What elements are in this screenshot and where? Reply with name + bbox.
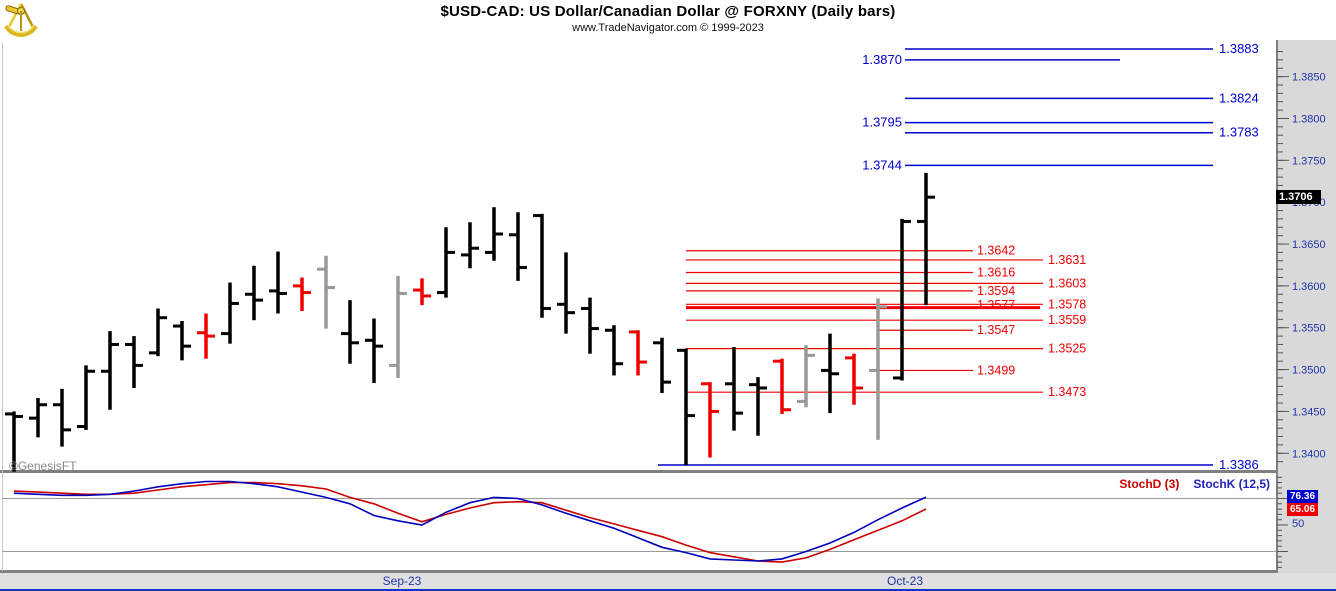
- genesis-watermark: ©GenesisFT: [9, 459, 77, 473]
- sr-levels-blue[interactable]: 1.3883 1.3870 1.3824 1.3795 1.3783 1.3744 1.33…: [658, 41, 1259, 472]
- svg-text:1.3642: 1.3642: [977, 244, 1015, 258]
- stoch-d-value-badge: 65.06: [1287, 503, 1318, 516]
- panel-borders: [0, 40, 1278, 573]
- stoch-d-label[interactable]: StochD (3): [1119, 477, 1180, 491]
- svg-text:1.3499: 1.3499: [977, 363, 1015, 377]
- svg-text:1.3603: 1.3603: [1048, 276, 1086, 290]
- price-axis-ticks: 1.38501.38001.37501.37001.36501.36001.35…: [1277, 51, 1326, 463]
- price-axis-strip[interactable]: [1278, 40, 1336, 573]
- svg-text:1.3450: 1.3450: [1292, 406, 1326, 418]
- window-bottom-border: [0, 589, 1336, 591]
- svg-text:1.3500: 1.3500: [1292, 365, 1326, 377]
- svg-text:1.3525: 1.3525: [1048, 342, 1086, 356]
- svg-text:1.3473: 1.3473: [1048, 385, 1086, 399]
- svg-text:1.3550: 1.3550: [1292, 323, 1326, 335]
- genesis-sextant-logo-icon[interactable]: [2, 1, 40, 39]
- stoch-d-line: [13, 481, 927, 563]
- current-price-badge: 1.3706: [1276, 190, 1321, 204]
- svg-text:Sep-23: Sep-23: [383, 574, 422, 588]
- svg-text:1.3594: 1.3594: [977, 284, 1015, 298]
- svg-text:1.3386: 1.3386: [1219, 457, 1259, 472]
- svg-text:1.3850: 1.3850: [1292, 72, 1326, 84]
- date-axis-strip[interactable]: [0, 573, 1336, 591]
- svg-text:1.3577: 1.3577: [977, 298, 1015, 312]
- svg-text:1.3800: 1.3800: [1292, 113, 1326, 125]
- sr-levels-red[interactable]: 1.3642 1.3631 1.3616 1.3603 1.3594 1.3578 1.35…: [686, 244, 1086, 399]
- svg-text:1.3616: 1.3616: [977, 265, 1015, 279]
- svg-text:1.3870: 1.3870: [862, 52, 902, 67]
- stoch-k-value-badge: 76.36: [1287, 490, 1318, 503]
- svg-text:1.3824: 1.3824: [1219, 90, 1259, 105]
- svg-text:1.3795: 1.3795: [862, 115, 902, 130]
- svg-text:1.3547: 1.3547: [977, 323, 1015, 337]
- stoch-mid-label: 50: [1292, 518, 1305, 530]
- svg-text:1.3600: 1.3600: [1292, 281, 1326, 293]
- chart-subtitle: www.TradeNavigator.com © 1999-2023: [572, 22, 764, 34]
- stoch-k-line: [13, 480, 927, 562]
- chart-title: $USD-CAD: US Dollar/Canadian Dollar @ FO…: [440, 3, 896, 20]
- stoch-curves: [13, 480, 927, 563]
- svg-text:1.3559: 1.3559: [1048, 313, 1086, 327]
- svg-text:1.3578: 1.3578: [1048, 297, 1086, 311]
- stoch-k-label[interactable]: StochK (12,5): [1193, 477, 1270, 491]
- date-labels: Sep-23 Oct-23: [383, 574, 924, 588]
- svg-text:1.3750: 1.3750: [1292, 155, 1326, 167]
- ohlc-bars[interactable]: [5, 172, 935, 472]
- svg-text:1.3650: 1.3650: [1292, 239, 1326, 251]
- svg-text:1.3744: 1.3744: [862, 157, 902, 172]
- stoch-axis-ticks: [1277, 476, 1288, 568]
- svg-text:1.3883: 1.3883: [1219, 41, 1259, 56]
- stoch-gridlines: [2, 498, 1276, 552]
- svg-text:Oct-23: Oct-23: [887, 574, 923, 588]
- svg-text:1.3400: 1.3400: [1292, 448, 1326, 460]
- svg-text:1.3783: 1.3783: [1219, 125, 1259, 140]
- svg-text:1.3631: 1.3631: [1048, 253, 1086, 267]
- stochastic-legend: StochD (3) StochK (12,5): [1119, 477, 1270, 491]
